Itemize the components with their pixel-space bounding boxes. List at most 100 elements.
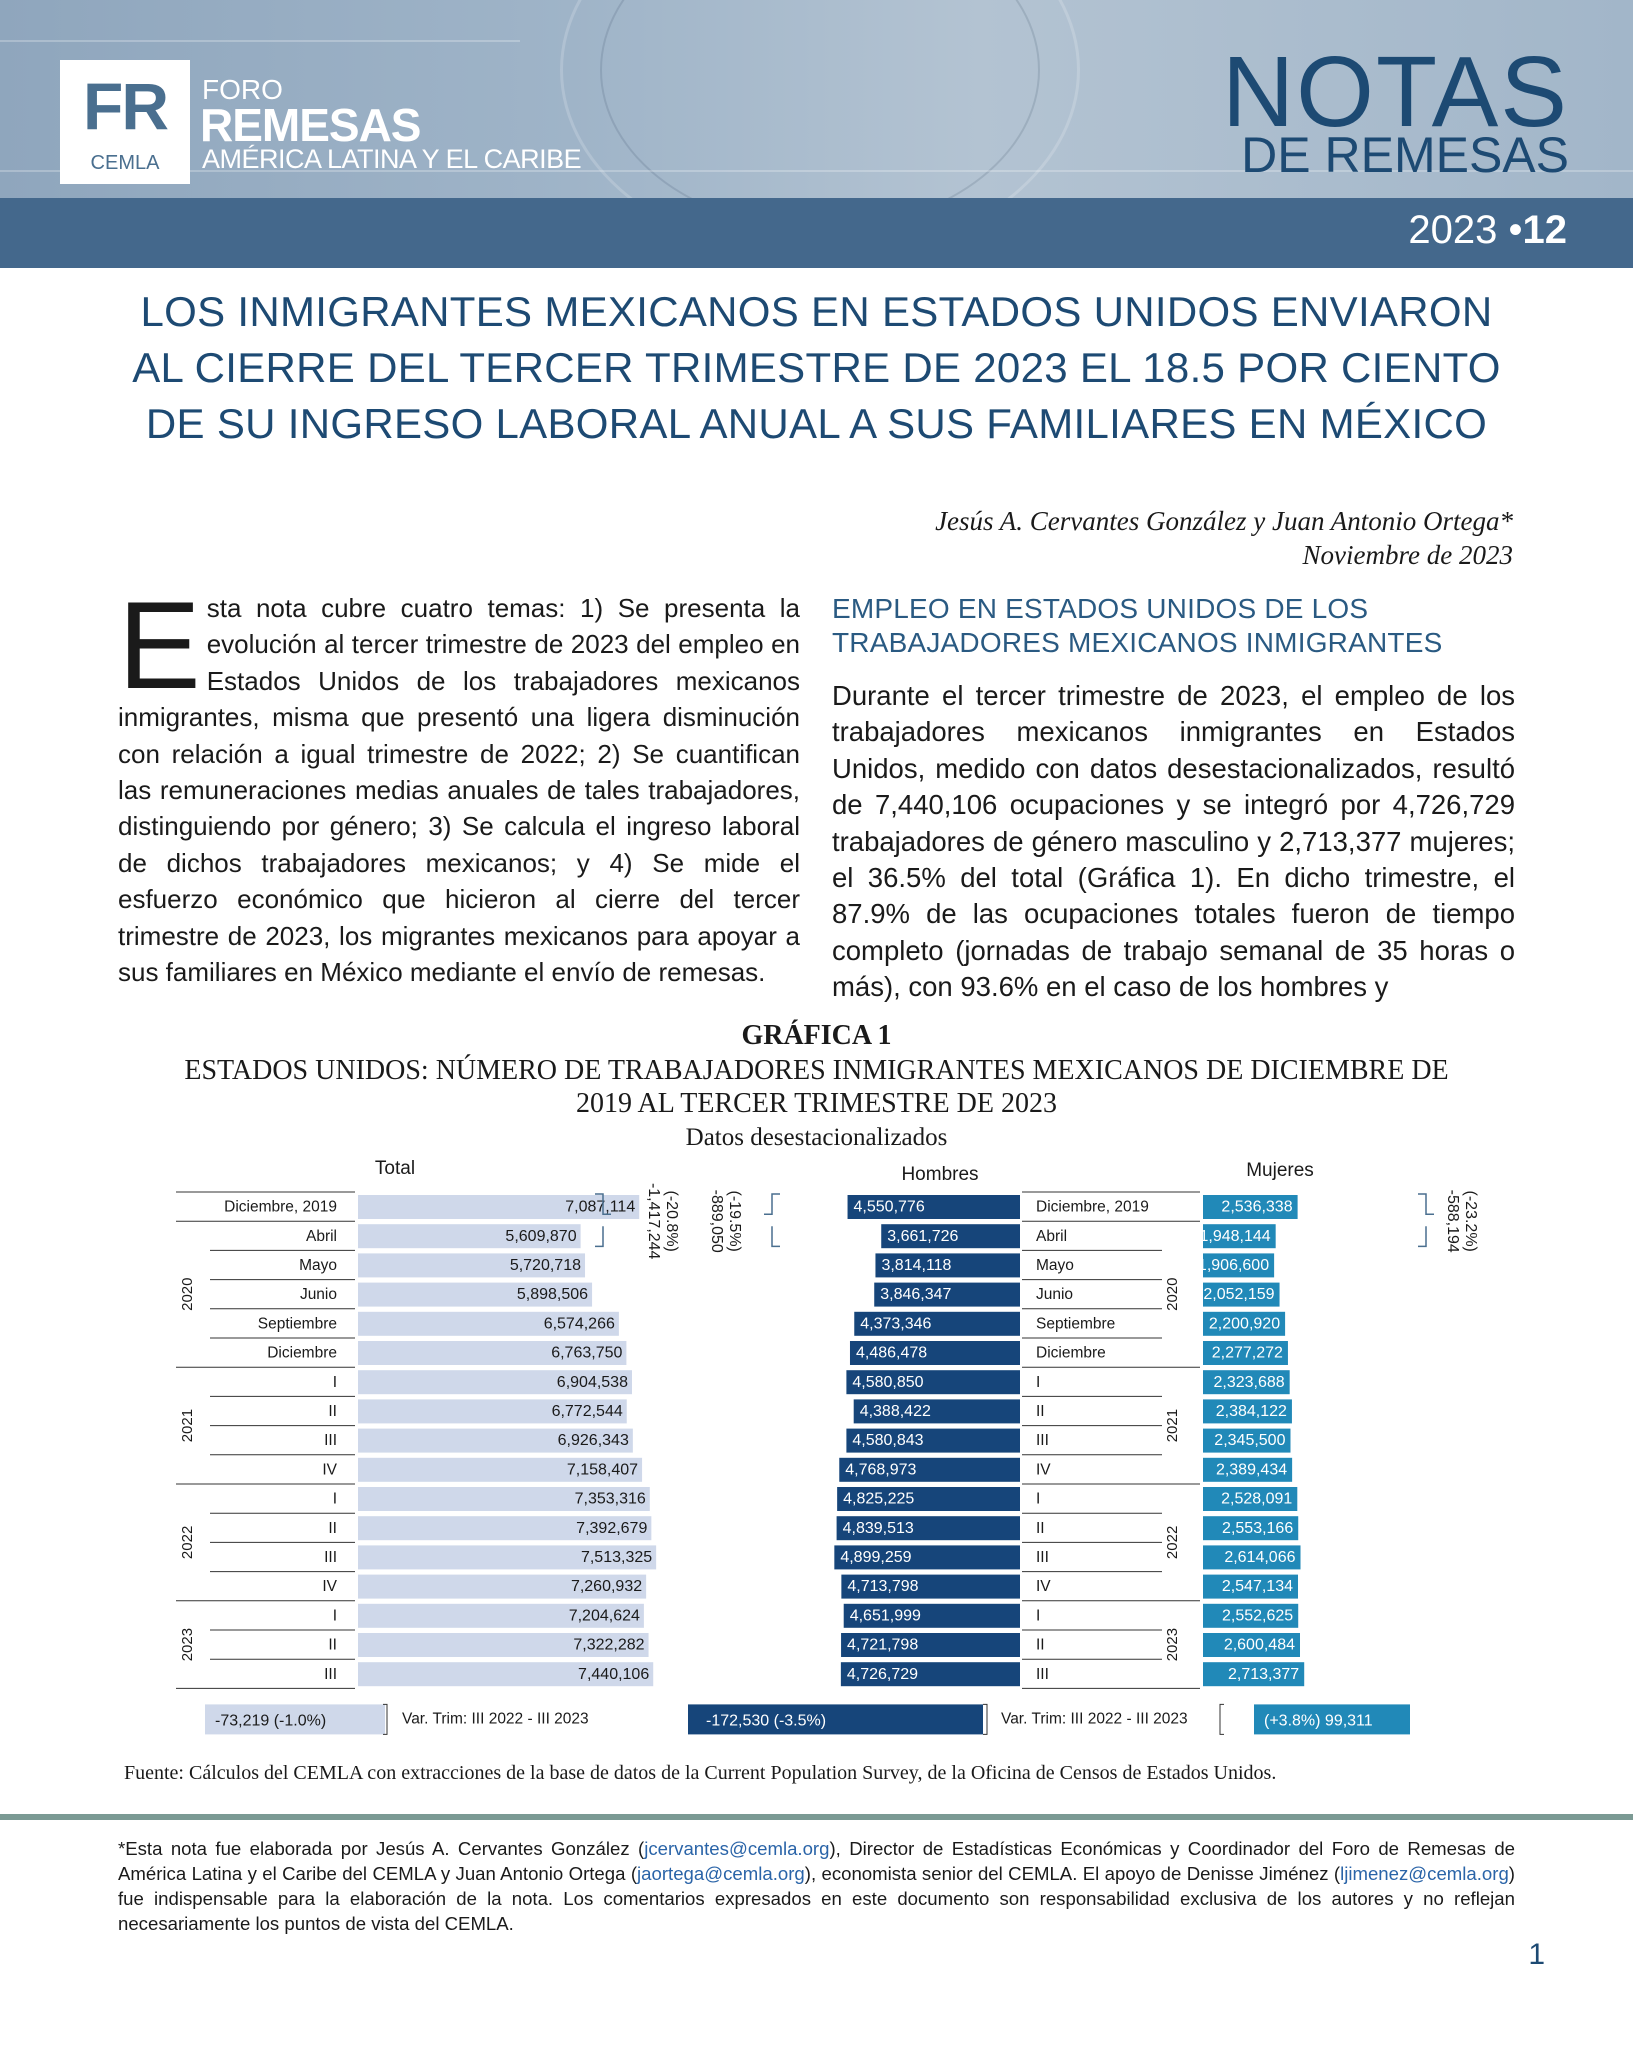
bar-mujeres (1203, 1370, 1290, 1395)
variation-label: Var. Trim: III 2022 - III 2023 (1001, 1710, 1188, 1727)
issue-number: 2023 •12 (1408, 208, 1567, 253)
drop-annotation-total: -1,417,244 (645, 1183, 662, 1260)
data-label-total: 6,904,538 (557, 1374, 628, 1391)
category-label: IV (1036, 1578, 1051, 1595)
category-label: IV (1036, 1461, 1051, 1478)
bar-hombres (847, 1195, 1020, 1219)
category-label: Mayo (1036, 1257, 1074, 1274)
bar-total (358, 1457, 643, 1482)
bracket-mujeres (1418, 1193, 1434, 1248)
bar-mujeres (1203, 1399, 1292, 1424)
year-group-label: 2021 (1164, 1409, 1181, 1442)
bill-decoration (600, 0, 1040, 198)
data-label-hombres: 4,651,999 (850, 1607, 921, 1624)
data-label-mujeres: 2,277,272 (1212, 1345, 1283, 1362)
issue-stripe (0, 198, 1633, 268)
data-label-hombres: 4,580,850 (852, 1374, 923, 1391)
bar-mujeres (1203, 1487, 1298, 1511)
footer-divider (0, 1814, 1633, 1820)
figure-title: ESTADOS UNIDOS: NÚMERO DE TRABAJADORES I… (184, 1055, 1449, 1119)
year-group-label: 2022 (179, 1526, 196, 1559)
year-group-label: 2020 (1164, 1278, 1181, 1311)
figure-source: Fuente: Cálculos del CEMLA con extraccio… (124, 1762, 1277, 1784)
data-label-hombres: 4,825,225 (843, 1491, 914, 1508)
category-label: I (333, 1374, 337, 1391)
bar-total (358, 1282, 593, 1307)
category-label: I (1036, 1607, 1040, 1624)
bar-mujeres (1203, 1633, 1301, 1657)
data-label-total: 5,609,870 (505, 1228, 576, 1245)
data-label-total: 5,720,718 (510, 1257, 581, 1274)
bar-mujeres (1203, 1311, 1286, 1336)
variation-bracket (383, 1703, 388, 1735)
variation-bracket (1219, 1703, 1224, 1735)
bar-total (358, 1487, 650, 1511)
panel-title: Mujeres (1246, 1160, 1314, 1181)
data-label-mujeres: 2,713,377 (1228, 1666, 1299, 1683)
data-label-mujeres: 2,345,500 (1214, 1432, 1285, 1449)
email-link[interactable]: ljimenez@cemla.org (1340, 1863, 1509, 1884)
category-label: III (324, 1432, 337, 1449)
variation-total: -73,219 (-1.0%) (215, 1712, 326, 1729)
bar-mujeres (1203, 1282, 1280, 1307)
variation-box-hombres (688, 1704, 983, 1735)
bar-total (358, 1545, 657, 1570)
data-label-mujeres: 2,600,484 (1224, 1637, 1295, 1654)
bar-mujeres (1203, 1457, 1293, 1482)
data-label-hombres: 4,550,776 (854, 1199, 925, 1216)
publication-date: Noviembre de 2023 (1302, 540, 1513, 570)
data-label-hombres: 3,661,726 (887, 1228, 958, 1245)
email-link[interactable]: jaortega@cemla.org (637, 1863, 805, 1884)
bar-hombres (881, 1224, 1020, 1249)
data-label-total: 7,322,282 (573, 1637, 644, 1654)
bar-mujeres (1203, 1662, 1305, 1687)
category-label: Abril (306, 1228, 337, 1245)
bar-total (358, 1574, 647, 1599)
bar-hombres (849, 1341, 1020, 1365)
variation-bracket (983, 1703, 988, 1735)
bill-decoration (0, 40, 520, 42)
logo-cemla: CEMLA (90, 152, 160, 174)
bar-total (358, 1341, 627, 1365)
employment-section: EMPLEO EN ESTADOS UNIDOS DE LOS TRABAJAD… (832, 592, 1515, 1006)
category-label: II (328, 1637, 337, 1654)
category-label: III (324, 1549, 337, 1566)
bar-hombres (836, 1516, 1020, 1541)
bar-mujeres (1203, 1603, 1299, 1628)
bar-mujeres (1203, 1516, 1299, 1541)
data-label-total: 6,772,544 (552, 1403, 623, 1420)
bar-hombres (841, 1633, 1020, 1657)
bar-mujeres (1203, 1545, 1301, 1570)
email-link[interactable]: jcervantes@cemla.org (644, 1838, 830, 1859)
logo-region: AMÉRICA LATINA Y EL CARIBE (202, 144, 582, 174)
intro-text: sta nota cubre cuatro temas: 1) Se prese… (118, 593, 800, 988)
category-label: III (324, 1666, 337, 1683)
data-label-hombres: 4,388,422 (860, 1403, 931, 1420)
variation-label: Var. Trim: III 2022 - III 2023 (402, 1710, 589, 1727)
data-label-hombres: 4,726,729 (847, 1666, 918, 1683)
data-label-hombres: 4,899,259 (840, 1549, 911, 1566)
category-label: Abril (1036, 1228, 1067, 1245)
drop-annotation-total: (-20.8%) (663, 1191, 680, 1252)
category-label: IV (322, 1461, 337, 1478)
bar-hombres (874, 1282, 1020, 1307)
data-label-total: 7,353,316 (575, 1491, 646, 1508)
data-label-mujeres: 1,906,600 (1198, 1257, 1269, 1274)
logo-remesas: REMESAS (200, 99, 421, 151)
bar-total (358, 1399, 627, 1424)
category-label: II (328, 1520, 337, 1537)
bracket-hombres (764, 1193, 780, 1248)
drop-annotation-hombres: -889,050 (708, 1190, 725, 1253)
variation-hombres: -172,530 (-3.5%) (706, 1712, 826, 1729)
data-label-mujeres: 2,553,166 (1222, 1520, 1293, 1537)
category-label: III (1036, 1432, 1049, 1449)
category-label: II (1036, 1637, 1045, 1654)
bar-total (358, 1603, 644, 1628)
bar-total (358, 1633, 649, 1657)
drop-annotation-mujeres: -588,194 (1444, 1190, 1461, 1253)
data-label-mujeres: 2,536,338 (1221, 1199, 1292, 1216)
series-subtitle: DE REMESAS (1241, 127, 1569, 183)
figure-label: GRÁFICA 1 (741, 1020, 892, 1051)
panel-title: Hombres (901, 1164, 978, 1185)
